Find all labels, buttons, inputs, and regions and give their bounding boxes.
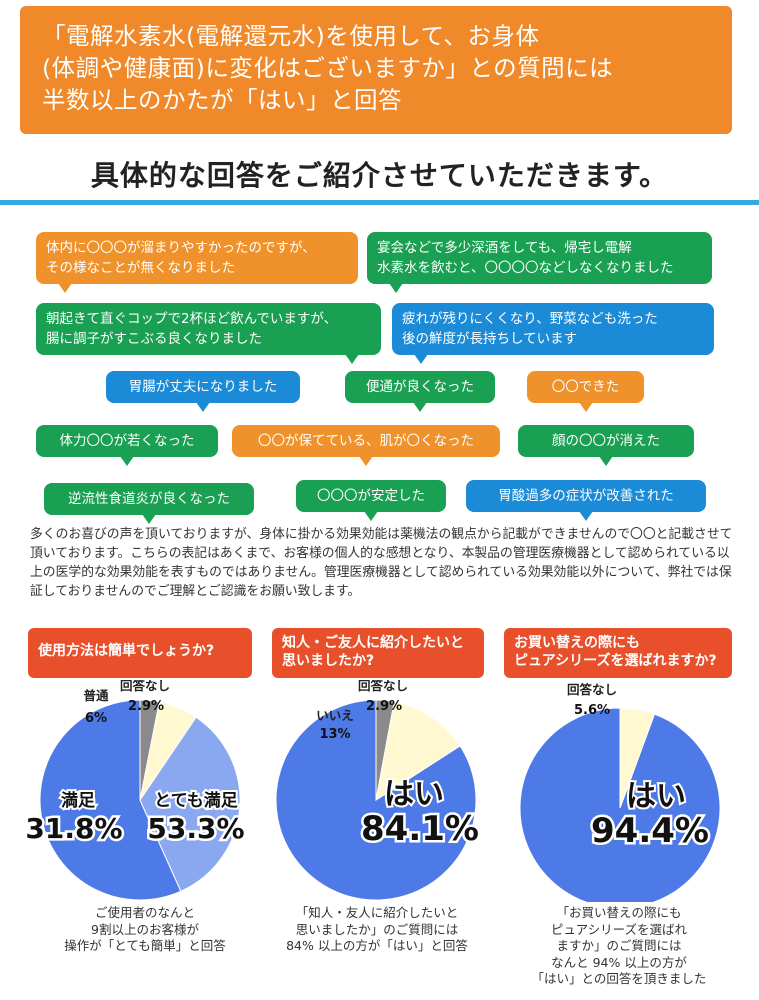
pie-label-futsu-value: 6% (85, 711, 107, 726)
pie-slice (39, 699, 182, 901)
question-2-title-line-1: 知人・ご友人に紹介したいと (282, 635, 464, 651)
pie-label-totemo-value: 53.3% (147, 812, 244, 845)
section-subtitle: 具体的な回答をご紹介させていただきます。 (90, 159, 669, 192)
question-3-title-line-2: ピュアシリーズを選ばれますか? (514, 653, 717, 669)
testimonial-bubble: 胃酸過多の症状が改善された (466, 480, 706, 521)
question-tab-1: 使用方法は簡単でしょうか? (28, 628, 252, 678)
pie-label-kaitou-nashi-value: 2.9% (128, 699, 164, 714)
pie-label-manzoku: 満足 (61, 790, 95, 811)
testimonial-bubble: 顔の〇〇が消えた (518, 425, 694, 466)
testimonial-bubble: 宴会などで多少深酒をしても、帰宅し電解 水素水を飲むと、〇〇〇〇などしなくなりまし… (367, 232, 712, 293)
testimonial-bubble: 体力〇〇が若くなった (36, 425, 218, 466)
pie-label-manzoku-value: 31.8% (25, 812, 122, 845)
testimonial-bubble: 〇〇〇が安定した (296, 480, 446, 521)
question-1-title: 使用方法は簡単でしょうか? (38, 643, 215, 659)
testimonial-bubble: 胃腸が丈夫になりました (106, 371, 300, 412)
question-tab-2: 知人・ご友人に紹介したいと 思いましたか? (272, 628, 484, 678)
pie-slice (375, 699, 395, 801)
headline-line-2: (体調や健康面)に変化はございますか」との質問には (42, 54, 614, 82)
pie-label-hai: はい (384, 777, 444, 812)
testimonial-bubble: 疲れが残りにくくなり、野菜なども洗った 後の鮮度が長持ちしています (392, 303, 714, 364)
question-3-title-line-1: お買い替えの際にも (514, 635, 640, 651)
pie-label-hai: はい (626, 779, 686, 814)
pie-label-kaitou-nashi: 回答なし (358, 680, 408, 693)
pie-label-iie-value: 13% (319, 727, 350, 742)
testimonial-bubble: 逆流性食道炎が良くなった (44, 483, 254, 524)
pie-slice (619, 707, 656, 809)
pie-label-iie: いいえ (316, 708, 354, 723)
headline-line-3: 半数以上のかたが「はい」と回答 (42, 86, 402, 114)
pie-charts: とても満足53.3%満足31.8%普通6%回答なし2.9%はい84.1%いいえ1… (23, 680, 721, 902)
pie-slice (139, 699, 160, 801)
question-tab-3: お買い替えの際にも ピュアシリーズを選ばれますか? (504, 628, 732, 678)
pie-label-hai-value: 94.4% (591, 811, 709, 851)
headline-banner: 「電解水素水(電解還元水)を使用して、お身体 (体調や健康面)に変化はございます… (20, 6, 732, 134)
divider (0, 200, 759, 205)
testimonial-bubble: 〇〇が保てている、肌が〇くなった (232, 425, 500, 466)
chart-2-caption: 「知人・友人に紹介したいと 思いましたか」のご質問には 84% 以上の方が「はい」と… (286, 905, 468, 953)
pie-label-kaitou-nashi: 回答なし (567, 682, 617, 697)
pie-label-kaitou-nashi-value: 2.9% (366, 699, 402, 714)
testimonial-bubble: 体内に〇〇〇が溜まりやすかったのですが、 その様なことが無くなりました (36, 232, 358, 293)
pie-label-totemo: とても満足 (154, 790, 238, 811)
pie-label-kaitou-nashi-value: 5.6% (574, 703, 610, 718)
disclaimer-text: 多くのお喜びの声を頂いておりますが、身体に掛かる効果効能は薬機法の観点から記載が… (30, 527, 733, 599)
pie-label-kaitou-nashi: 回答なし (120, 680, 170, 693)
testimonial-bubble: 〇〇できた (527, 371, 644, 412)
headline-line-1: 「電解水素水(電解還元水)を使用して、お身体 (42, 22, 540, 50)
chart-3-caption: 「お買い替えの際にも ピュアシリーズを選ばれ ますか」のご質問には なんと 94% 以… (531, 905, 707, 986)
pie-label-hai-value: 84.1% (361, 809, 479, 849)
question-2-title-line-2: 思いましたか? (282, 653, 375, 669)
testimonial-bubble: 便通が良くなった (345, 371, 495, 412)
pie-slice (375, 701, 461, 802)
chart-1-caption: ご使用者のなんと 9割以上のお客様が 操作が「とても簡単」と回答 (64, 905, 226, 953)
pie-label-futsu: 普通 (83, 688, 109, 703)
pie-slice (139, 716, 241, 892)
testimonial-bubble: 朝起きて直ぐコップで2杯ほど飲んでいますが、 腸に調子がすこぶる良くなりました (36, 303, 381, 364)
